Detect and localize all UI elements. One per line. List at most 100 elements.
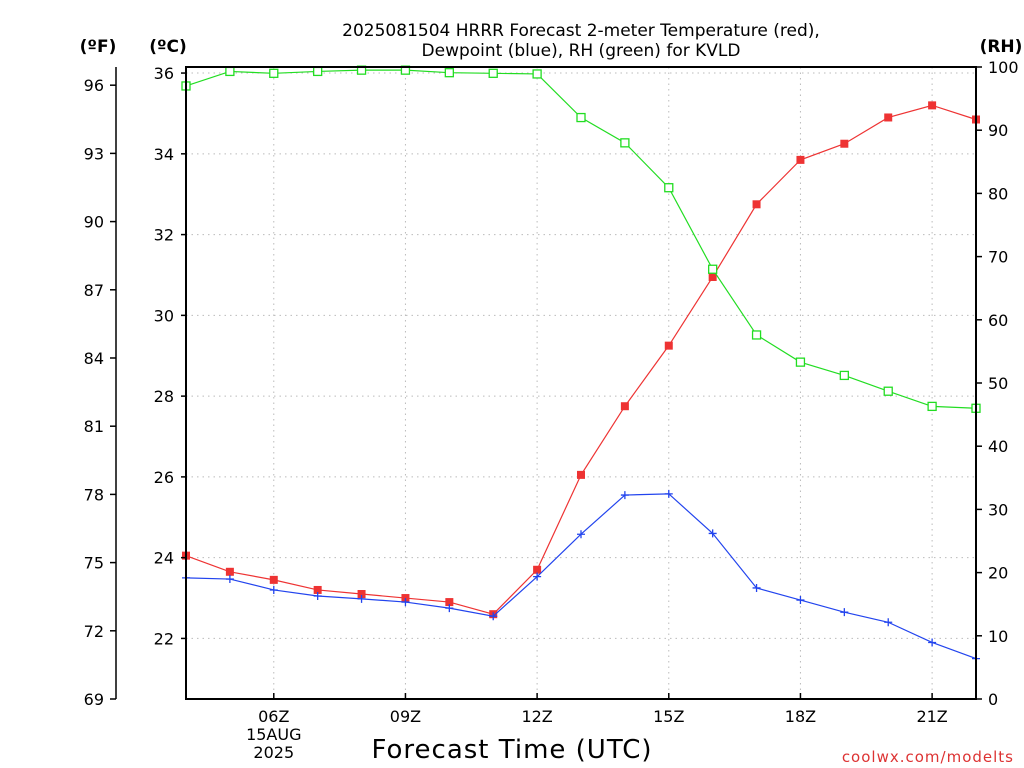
fahrenheit-tick-label: 75	[84, 554, 104, 573]
celsius-tick-label: 26	[154, 468, 174, 487]
celsius-tick-label: 28	[154, 387, 174, 406]
rh-tick-label: 30	[988, 500, 1008, 519]
temperature-point	[752, 200, 761, 209]
celsius-axis-label: (ºC)	[149, 37, 187, 57]
grid-lines	[186, 67, 976, 699]
fahrenheit-tick-label: 96	[84, 76, 104, 95]
celsius-tick-label: 24	[154, 549, 174, 568]
rh-point	[620, 138, 630, 148]
credit-text[interactable]: coolwx.com/modelts	[842, 748, 1014, 766]
rh-axis-label: (RH)	[980, 37, 1023, 57]
x-tick-label: 21Z	[916, 707, 947, 726]
temperature-point	[533, 565, 542, 574]
temperature-point	[708, 272, 717, 281]
temperature-point	[269, 575, 278, 584]
rh-point	[751, 330, 762, 340]
rh-point	[927, 401, 937, 412]
dewpoint-series	[182, 489, 980, 663]
temperature-series	[182, 101, 980, 619]
rh-point	[795, 357, 806, 367]
dewpoint-point	[357, 594, 366, 603]
dewpoint-point	[664, 489, 673, 498]
dewpoint-point	[445, 604, 454, 613]
rh-tick-label: 20	[988, 564, 1008, 583]
dewpoint-point	[401, 598, 410, 607]
rh-tick-label: 0	[988, 690, 998, 709]
fahrenheit-tick-label: 84	[84, 349, 104, 368]
dewpoint-point	[884, 618, 893, 627]
rh-tick-label: 80	[988, 184, 1008, 203]
x-tick-label: 12Z	[521, 707, 552, 726]
dewpoint-point	[620, 491, 629, 500]
x-tick-label: 18Z	[785, 707, 816, 726]
temperature-point	[357, 590, 366, 599]
rh-tick-label: 50	[988, 374, 1008, 393]
dewpoint-point	[225, 575, 234, 584]
rh-point	[708, 264, 718, 274]
dewpoint-point	[533, 572, 542, 581]
fahrenheit-tick-label: 93	[84, 144, 104, 163]
temperature-point	[620, 402, 629, 411]
fahrenheit-tick-label: 78	[84, 485, 104, 504]
dewpoint-point	[796, 596, 805, 605]
rh-point	[839, 370, 849, 381]
temperature-point	[884, 113, 893, 122]
x-tick-label: 15AUG	[246, 725, 301, 744]
chart-title-line-2: Dewpoint (blue), RH (green) for KVLD	[422, 41, 741, 61]
celsius-tick-label: 32	[154, 226, 174, 245]
temperature-point	[664, 341, 673, 350]
celsius-tick-label: 34	[154, 145, 174, 164]
rh-point	[313, 66, 323, 77]
rh-tick-label: 40	[988, 437, 1008, 456]
fahrenheit-tick-label: 69	[84, 690, 104, 709]
rh-tick-label: 90	[988, 121, 1008, 140]
rh-tick-label: 10	[988, 627, 1008, 646]
dewpoint-point	[577, 530, 585, 539]
dewpoint-point	[489, 612, 498, 621]
rh-point	[444, 68, 454, 78]
dewpoint-point	[840, 608, 849, 617]
temperature-point	[928, 101, 937, 110]
fahrenheit-axis-label: (ºF)	[80, 37, 117, 57]
temperature-point	[577, 470, 585, 479]
rh-point	[664, 183, 674, 193]
fahrenheit-tick-label: 87	[84, 281, 104, 300]
x-tick-label: 15Z	[653, 707, 684, 726]
celsius-tick-label: 30	[154, 306, 174, 325]
rh-series	[181, 65, 981, 413]
temperature-point	[225, 567, 234, 576]
temperature-point	[796, 155, 805, 164]
chart-title-line-1: 2025081504 HRRR Forecast 2-meter Tempera…	[342, 21, 820, 41]
axis-layer: 22 24 26 28 30 32 34 36 69 72 75 78 81 84 87 90 93 96 0 10 2…	[84, 58, 1019, 762]
fahrenheit-tick-label: 90	[84, 213, 104, 232]
fahrenheit-tick-label: 81	[84, 417, 104, 436]
dewpoint-point	[708, 529, 717, 538]
dewpoint-point	[928, 638, 937, 647]
rh-point	[225, 66, 235, 77]
rh-point	[488, 68, 498, 78]
temperature-point	[401, 594, 410, 603]
rh-point	[532, 69, 542, 79]
temperature-point	[445, 598, 454, 607]
celsius-tick-label: 36	[154, 64, 174, 83]
dewpoint-point	[752, 583, 761, 592]
x-tick-label: 06Z	[258, 707, 289, 726]
temperature-point	[840, 139, 849, 148]
plot-frame	[185, 66, 977, 700]
rh-point	[576, 112, 586, 123]
temperature-point	[313, 585, 322, 594]
rh-point	[269, 68, 279, 78]
dewpoint-line	[185, 493, 977, 660]
x-tick-label: 2025	[253, 743, 294, 762]
rh-point	[883, 386, 893, 396]
x-tick-label: 09Z	[390, 707, 421, 726]
rh-tick-label: 100	[988, 58, 1019, 77]
dewpoint-point	[313, 592, 322, 601]
rh-tick-label: 70	[988, 248, 1008, 267]
rh-tick-label: 60	[988, 311, 1008, 330]
x-axis-label: Forecast Time (UTC)	[371, 735, 652, 765]
fahrenheit-tick-label: 72	[84, 622, 104, 641]
celsius-tick-label: 22	[154, 629, 174, 648]
series-layer	[181, 65, 981, 663]
